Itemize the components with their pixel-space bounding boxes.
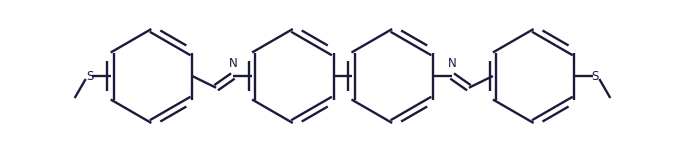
Text: S: S [592,69,599,82]
Text: N: N [229,57,237,70]
Text: S: S [86,69,93,82]
Text: N: N [448,57,456,70]
